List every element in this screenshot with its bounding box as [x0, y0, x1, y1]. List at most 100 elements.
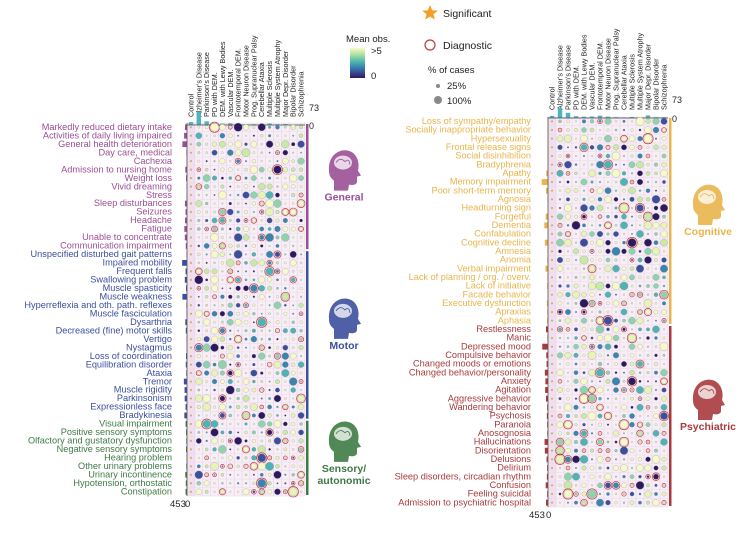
data-dot	[197, 227, 201, 231]
data-dot	[590, 327, 594, 332]
data-dot	[266, 429, 273, 436]
data-dot	[566, 128, 570, 132]
row-count-bar	[184, 226, 187, 232]
data-dot	[211, 369, 218, 377]
data-dot	[258, 166, 265, 173]
column-total-bar	[204, 121, 209, 125]
data-dot	[237, 482, 240, 485]
row-label: Bradykinesia	[119, 410, 172, 420]
data-dot	[242, 124, 250, 131]
data-dot	[647, 449, 649, 452]
diagnostic-ring	[219, 353, 225, 359]
diagnostic-ring	[645, 405, 651, 410]
data-dot	[189, 193, 193, 197]
data-dot	[250, 259, 258, 267]
significant-star-icon	[422, 5, 438, 20]
data-dot	[220, 261, 225, 265]
diagnostic-ring	[250, 217, 258, 224]
data-dot	[574, 327, 578, 332]
diagnostic-ring	[290, 481, 296, 486]
diagnostic-ring	[195, 183, 203, 190]
data-dot	[221, 465, 224, 468]
diagnostic-ring	[603, 411, 613, 421]
data-dot	[260, 142, 263, 146]
data-dot	[646, 232, 650, 236]
data-dot	[654, 492, 658, 496]
data-dot	[220, 473, 225, 477]
category-strip	[306, 420, 309, 495]
data-dot	[662, 250, 666, 253]
data-dot	[559, 337, 561, 339]
data-dot	[242, 488, 250, 496]
data-dot	[646, 483, 650, 488]
data-dot	[660, 412, 668, 420]
data-dot	[189, 422, 193, 426]
data-dot	[273, 199, 282, 208]
data-dot	[638, 414, 642, 418]
data-dot	[581, 430, 587, 437]
data-dot	[558, 475, 562, 479]
data-dot	[236, 210, 240, 214]
data-dot	[291, 270, 295, 273]
data-dot	[195, 420, 203, 428]
diagnostic-ring	[626, 237, 638, 249]
row-label: Apraxias	[495, 307, 531, 317]
data-dot	[647, 380, 649, 383]
diagnostic-ring	[273, 250, 282, 259]
data-dot	[647, 207, 649, 209]
data-dot	[646, 500, 650, 505]
data-dot	[237, 261, 240, 264]
data-dot	[582, 353, 586, 357]
data-dot	[229, 337, 232, 341]
data-dot	[276, 134, 279, 137]
data-dot	[621, 404, 627, 411]
category-strip	[306, 124, 309, 250]
data-dot	[284, 287, 287, 290]
data-dot	[236, 168, 240, 171]
data-dot	[660, 264, 668, 273]
data-dot	[229, 482, 232, 485]
data-dot	[260, 363, 263, 366]
data-dot	[622, 380, 626, 383]
data-dot	[654, 302, 658, 305]
data-dot	[252, 346, 255, 349]
data-dot	[227, 455, 233, 461]
column-header: Bipolar Disorder	[289, 65, 298, 117]
data-dot	[612, 430, 620, 437]
data-dot	[550, 189, 554, 192]
data-dot	[241, 148, 251, 157]
data-dot	[237, 270, 240, 273]
diagnostic-ring	[589, 343, 595, 350]
data-dot	[203, 336, 210, 343]
data-dot	[203, 268, 210, 275]
data-dot	[197, 448, 200, 451]
data-dot	[646, 267, 650, 270]
data-dot	[652, 117, 660, 125]
data-dot	[619, 203, 629, 213]
diagnostic-ring	[557, 127, 563, 133]
data-dot	[275, 141, 280, 147]
data-dot	[268, 371, 271, 375]
diagnostic-ring	[596, 438, 604, 446]
data-dot	[251, 430, 256, 435]
data-dot	[654, 353, 658, 357]
data-dot	[604, 187, 612, 194]
data-dot	[643, 221, 653, 230]
data-dot	[298, 472, 304, 478]
data-dot	[622, 198, 626, 201]
data-dot	[219, 217, 225, 224]
data-dot	[574, 206, 578, 210]
row-count-bar	[184, 234, 187, 241]
data-dot	[245, 134, 247, 137]
data-dot	[574, 500, 578, 505]
data-dot	[591, 189, 593, 192]
data-dot	[635, 117, 645, 126]
data-dot	[598, 422, 602, 427]
diagnostic-ring	[635, 359, 645, 369]
data-dot	[550, 432, 554, 435]
data-dot	[189, 338, 193, 341]
data-dot	[197, 151, 201, 155]
data-dot	[268, 160, 271, 163]
row-label: Impaired mobility	[103, 258, 173, 268]
data-dot	[233, 250, 243, 259]
